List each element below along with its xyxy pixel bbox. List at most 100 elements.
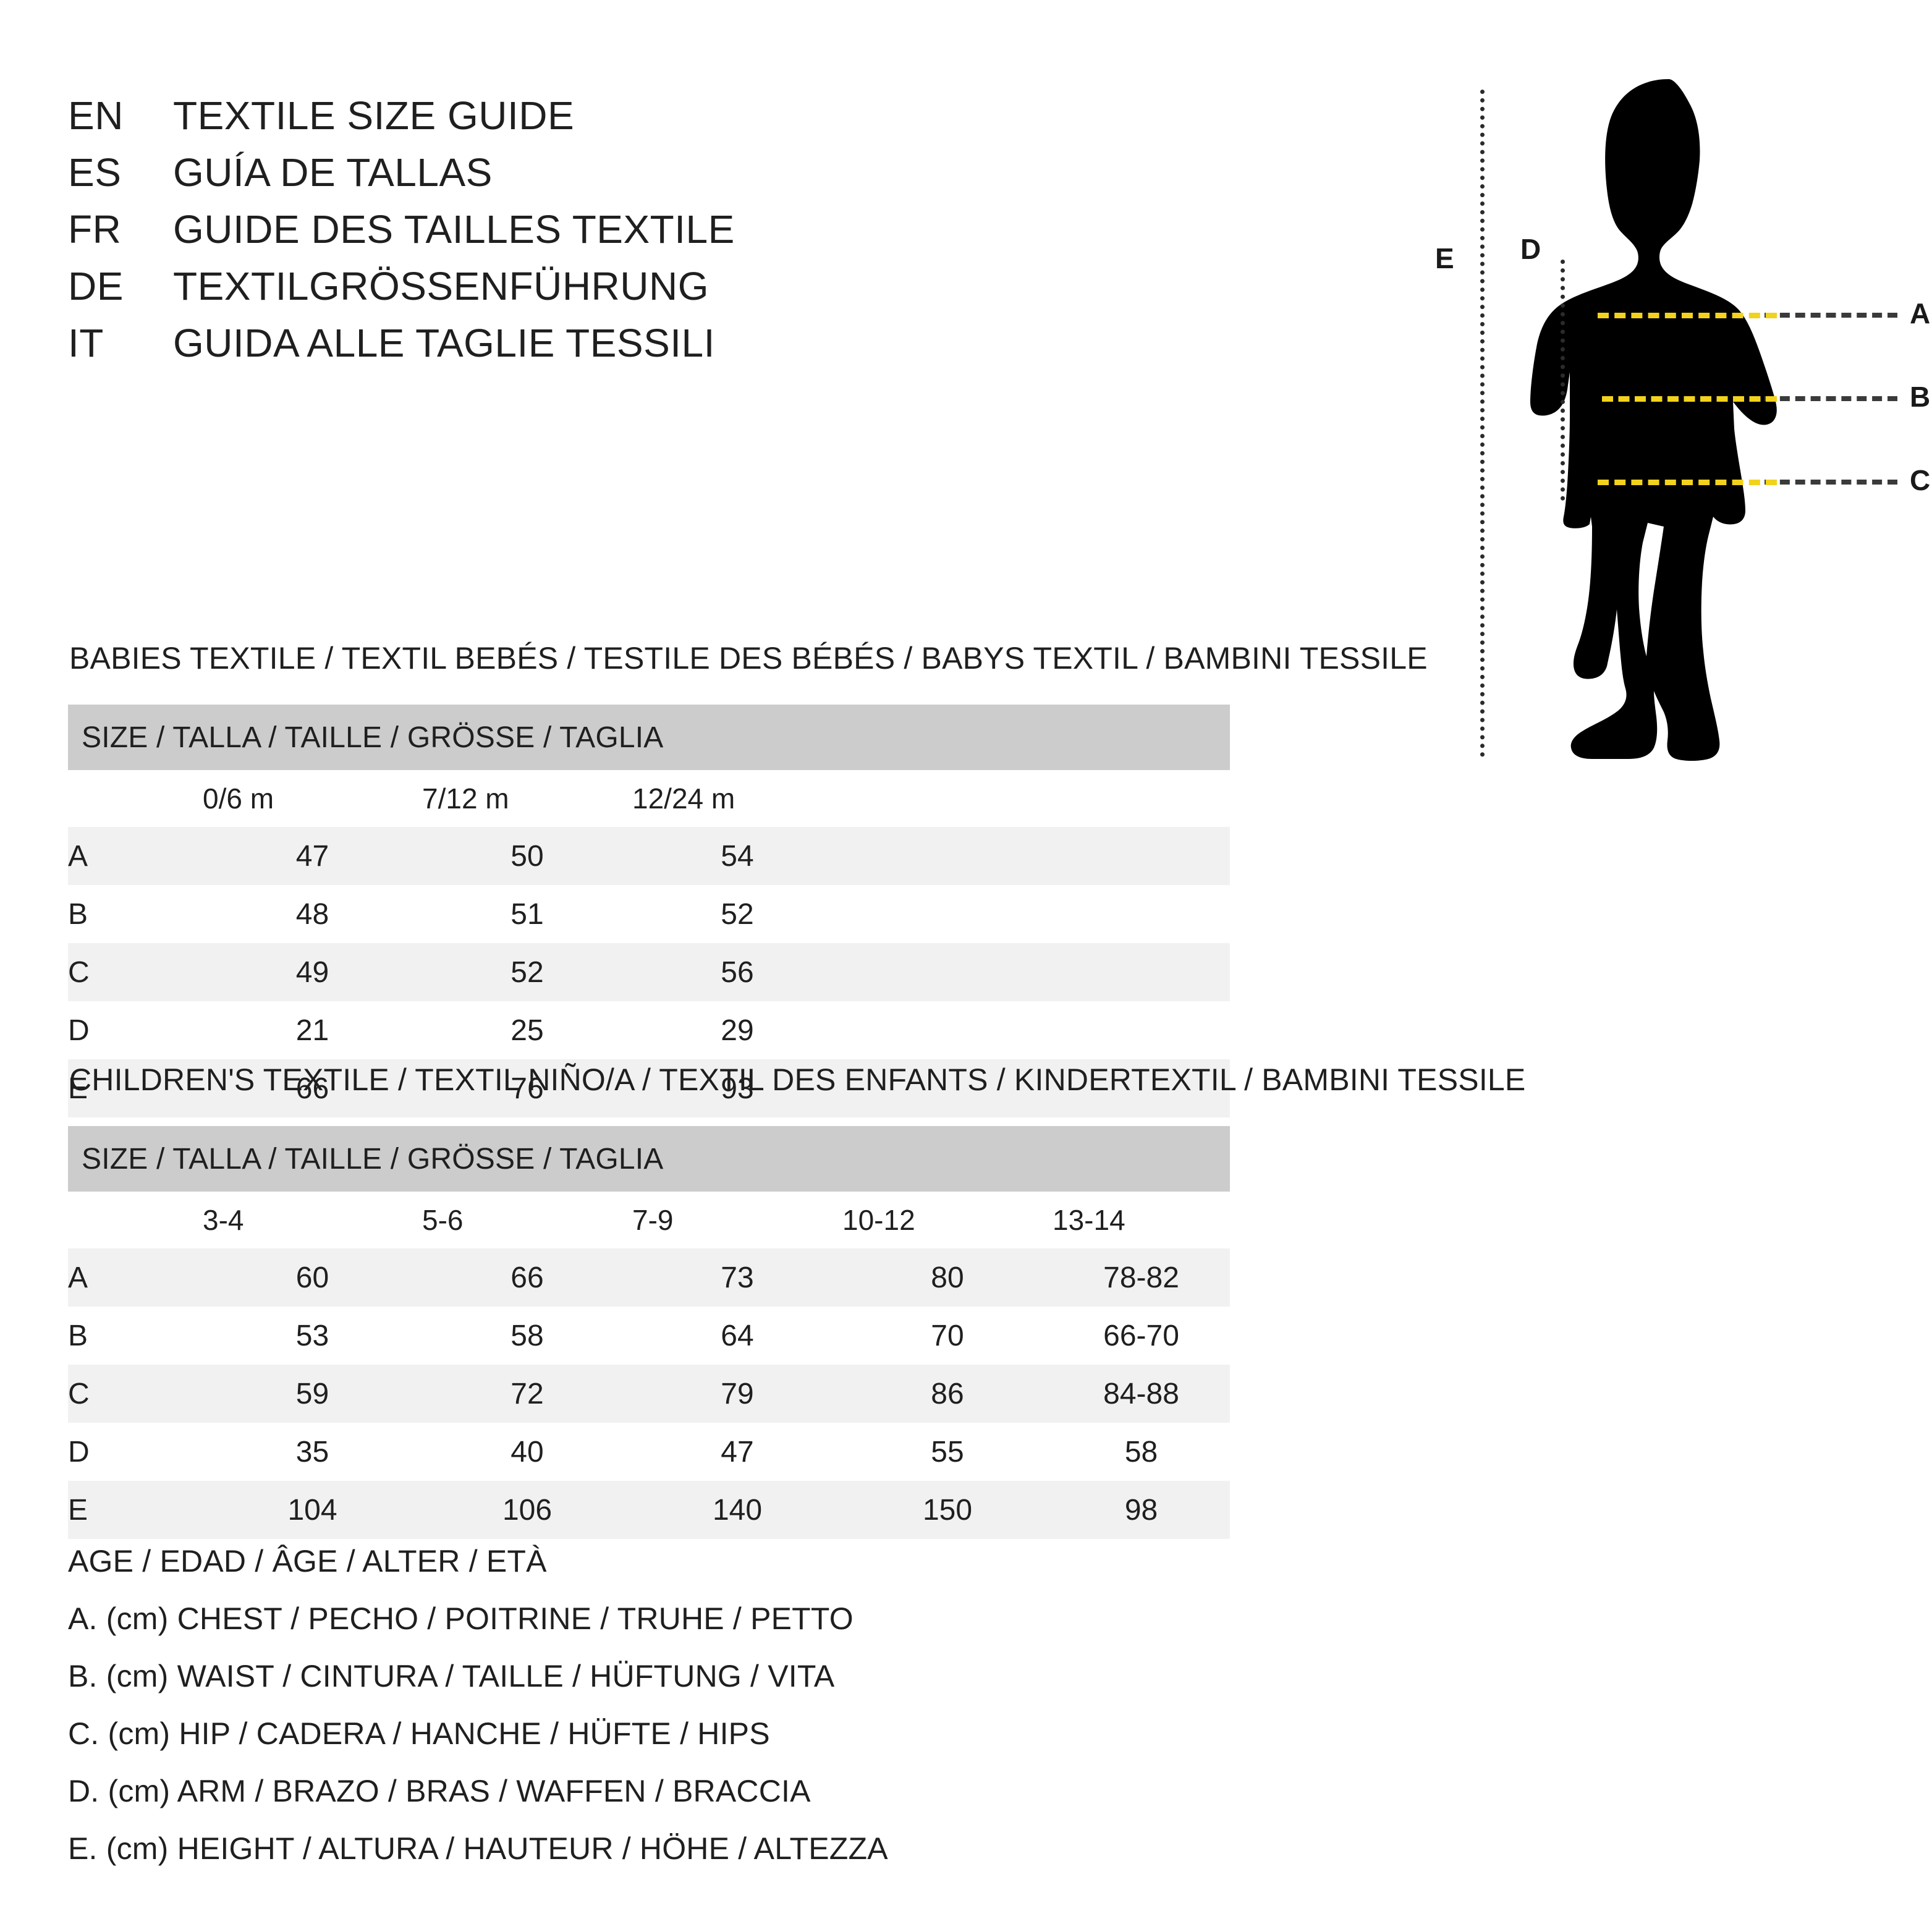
babies-band-label: SIZE / TALLA / TAILLE / GRÖSSE / TAGLIA: [68, 705, 1230, 770]
babies-column-header-row: 0/6 m 7/12 m 12/24 m: [68, 770, 1230, 827]
table-row: E 66 76 93: [68, 1059, 1230, 1117]
children-cell-e-3: 150: [842, 1481, 1053, 1539]
children-section-title: CHILDREN'S TEXTILE / TEXTIL NIÑO/A / TEX…: [69, 1062, 1526, 1097]
language-title-en: TEXTILE SIZE GUIDE: [173, 93, 575, 138]
babies-row-label-d: D: [68, 1001, 203, 1059]
babies-cell-a-1: 50: [422, 827, 632, 885]
chest-measure-line-a: [1598, 313, 1777, 318]
language-title-es: GUÍA DE TALLAS: [173, 150, 493, 195]
table-row: B 53 58 64 70 66-70: [68, 1307, 1231, 1365]
table-row: C 49 52 56: [68, 943, 1230, 1001]
legend-line-b-waist: B. (cm) WAIST / CINTURA / TAILLE / HÜFTU…: [68, 1659, 835, 1693]
measure-label-c: C: [1910, 464, 1931, 496]
children-cell-c-2: 79: [632, 1365, 842, 1423]
children-cell-e-1: 106: [422, 1481, 632, 1539]
babies-cell-a-0: 47: [203, 827, 422, 885]
children-cell-b-0: 53: [203, 1307, 422, 1365]
babies-cell-e-0: 66: [203, 1059, 422, 1117]
child-silhouette-icon: [1530, 79, 1777, 761]
children-cell-d-1: 40: [422, 1423, 632, 1481]
language-title-de: TEXTILGRÖSSENFÜHRUNG: [173, 264, 709, 308]
measurement-figure-diagram: E D A B C: [1421, 68, 1931, 766]
language-row-en: EN TEXTILE SIZE GUIDE: [68, 93, 1242, 150]
children-size-table: SIZE / TALLA / TAILLE / GRÖSSE / TAGLIA …: [68, 1126, 1231, 1539]
babies-cell-d-0: 21: [203, 1001, 422, 1059]
children-cell-a-1: 66: [422, 1248, 632, 1307]
measure-label-a: A: [1910, 297, 1931, 329]
language-code-en: EN: [68, 93, 124, 138]
babies-column-2: 12/24 m: [632, 770, 842, 827]
table-row: B 48 51 52: [68, 885, 1230, 943]
babies-filler-cell: [842, 770, 1230, 827]
children-cell-c-4: 84-88: [1053, 1365, 1231, 1423]
babies-row-label-c: C: [68, 943, 203, 1001]
children-cell-c-1: 72: [422, 1365, 632, 1423]
legend-line-c-hip: C. (cm) HIP / CADERA / HANCHE / HÜFTE / …: [68, 1716, 770, 1751]
legend-line-d-arm: D. (cm) ARM / BRAZO / BRAS / WAFFEN / BR…: [68, 1774, 811, 1808]
table-row: C 59 72 79 86 84-88: [68, 1365, 1231, 1423]
leader-line-a: [1765, 313, 1897, 318]
children-row-label-d: D: [68, 1423, 203, 1481]
children-column-0: 3-4: [203, 1192, 422, 1248]
children-row-label-b: B: [68, 1307, 203, 1365]
children-cell-a-4: 78-82: [1053, 1248, 1231, 1307]
language-row-es: ES GUÍA DE TALLAS: [68, 150, 1242, 206]
babies-cell-c-1: 52: [422, 943, 632, 1001]
measure-label-e: E: [1435, 242, 1454, 274]
babies-cell-b-2: 52: [632, 885, 842, 943]
legend-line-e-height: E. (cm) HEIGHT / ALTURA / HAUTEUR / HÖHE…: [68, 1831, 888, 1866]
babies-cell-b-1: 51: [422, 885, 632, 943]
children-column-header-row: 3-4 5-6 7-9 10-12 13-14: [68, 1192, 1231, 1248]
children-cell-e-2: 140: [632, 1481, 842, 1539]
babies-cell-a-2: 54: [632, 827, 842, 885]
language-header-block: EN TEXTILE SIZE GUIDE ES GUÍA DE TALLAS …: [68, 93, 1242, 377]
children-band-label: SIZE / TALLA / TAILLE / GRÖSSE / TAGLIA: [68, 1126, 1231, 1192]
children-cell-d-2: 47: [632, 1423, 842, 1481]
language-code-fr: FR: [68, 207, 122, 252]
children-column-4: 13-14: [1053, 1192, 1231, 1248]
language-title-fr: GUIDE DES TAILLES TEXTILE: [173, 207, 735, 252]
children-cell-c-0: 59: [203, 1365, 422, 1423]
measurement-legend: AGE / EDAD / ÂGE / ALTER / ETÀ A. (cm) C…: [68, 1533, 1304, 1878]
children-cell-a-0: 60: [203, 1248, 422, 1307]
table-row: D 35 40 47 55 58: [68, 1423, 1231, 1481]
babies-row-label-a: A: [68, 827, 203, 885]
hip-measure-line-c: [1598, 480, 1777, 485]
children-cell-c-3: 86: [842, 1365, 1053, 1423]
children-row-label-c: C: [68, 1365, 203, 1423]
babies-size-table: SIZE / TALLA / TAILLE / GRÖSSE / TAGLIA …: [68, 705, 1230, 1117]
language-row-fr: FR GUIDE DES TAILLES TEXTILE: [68, 206, 1242, 263]
language-code-it: IT: [68, 321, 104, 365]
babies-column-1: 7/12 m: [422, 770, 632, 827]
babies-row-label-e: E: [68, 1059, 203, 1117]
measure-label-d: D: [1520, 233, 1541, 265]
table-row: D 21 25 29: [68, 1001, 1230, 1059]
language-row-it: IT GUIDA ALLE TAGLIE TESSILI: [68, 320, 1242, 377]
height-guide-line-e: [1480, 90, 1485, 757]
children-column-1: 5-6: [422, 1192, 632, 1248]
babies-column-0: 0/6 m: [203, 770, 422, 827]
table-row: A 47 50 54: [68, 827, 1230, 885]
leader-line-b: [1765, 396, 1897, 401]
language-row-de: DE TEXTILGRÖSSENFÜHRUNG: [68, 263, 1242, 320]
babies-cell-e-1: 76: [422, 1059, 632, 1117]
babies-cell-d-1: 25: [422, 1001, 632, 1059]
language-title-it: GUIDA ALLE TAGLIE TESSILI: [173, 321, 715, 365]
children-cell-b-2: 64: [632, 1307, 842, 1365]
children-cell-e-0: 104: [203, 1481, 422, 1539]
table-row: A 60 66 73 80 78-82: [68, 1248, 1231, 1307]
children-cell-b-4: 66-70: [1053, 1307, 1231, 1365]
children-row-label-a: A: [68, 1248, 203, 1307]
children-corner-cell: [68, 1192, 203, 1248]
language-code-de: DE: [68, 264, 124, 308]
language-code-es: ES: [68, 150, 122, 195]
babies-cell-b-0: 48: [203, 885, 422, 943]
babies-cell-c-2: 56: [632, 943, 842, 1001]
measure-label-b: B: [1910, 381, 1931, 413]
children-cell-a-3: 80: [842, 1248, 1053, 1307]
babies-section-title: BABIES TEXTILE / TEXTIL BEBÉS / TESTILE …: [69, 641, 1428, 676]
children-cell-d-3: 55: [842, 1423, 1053, 1481]
leader-line-c: [1765, 480, 1897, 485]
table-row: E 104 106 140 150 98: [68, 1481, 1231, 1539]
children-cell-d-0: 35: [203, 1423, 422, 1481]
